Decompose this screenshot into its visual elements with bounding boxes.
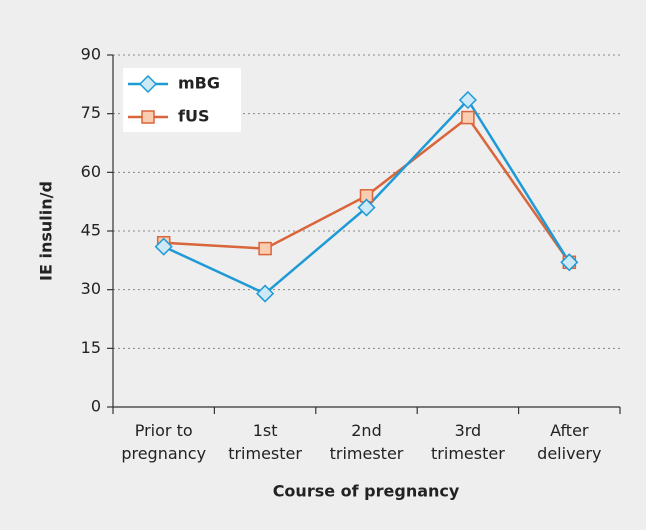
x-tick-label: 3rd trimester xyxy=(431,421,505,463)
y-tick-label: 60 xyxy=(81,162,101,181)
y-tick-label: 75 xyxy=(81,103,101,122)
x-tick-label: After delivery xyxy=(537,421,601,463)
y-tick-label: 45 xyxy=(81,221,101,240)
legend-label: mBG xyxy=(178,74,220,93)
y-tick-label: 90 xyxy=(81,45,101,64)
y-tick-label: 0 xyxy=(91,397,101,416)
marker xyxy=(258,241,272,256)
x-axis-label: Course of pregnancy xyxy=(273,482,460,501)
y-tick-label: 15 xyxy=(81,338,101,357)
marker xyxy=(138,74,158,94)
x-tick-label: 1st trimester xyxy=(228,421,302,463)
marker xyxy=(461,110,475,125)
marker xyxy=(357,198,376,217)
y-axis-label: IE insulin/d xyxy=(37,181,56,281)
x-tick-label: 2nd trimester xyxy=(330,421,404,463)
marker xyxy=(560,253,579,272)
legend-label: fUS xyxy=(178,107,209,126)
marker xyxy=(256,284,275,303)
x-tick-label: Prior to pregnancy xyxy=(121,421,206,463)
marker xyxy=(458,90,477,110)
y-tick-label: 30 xyxy=(81,279,101,298)
marker xyxy=(154,237,173,256)
marker xyxy=(141,110,155,124)
